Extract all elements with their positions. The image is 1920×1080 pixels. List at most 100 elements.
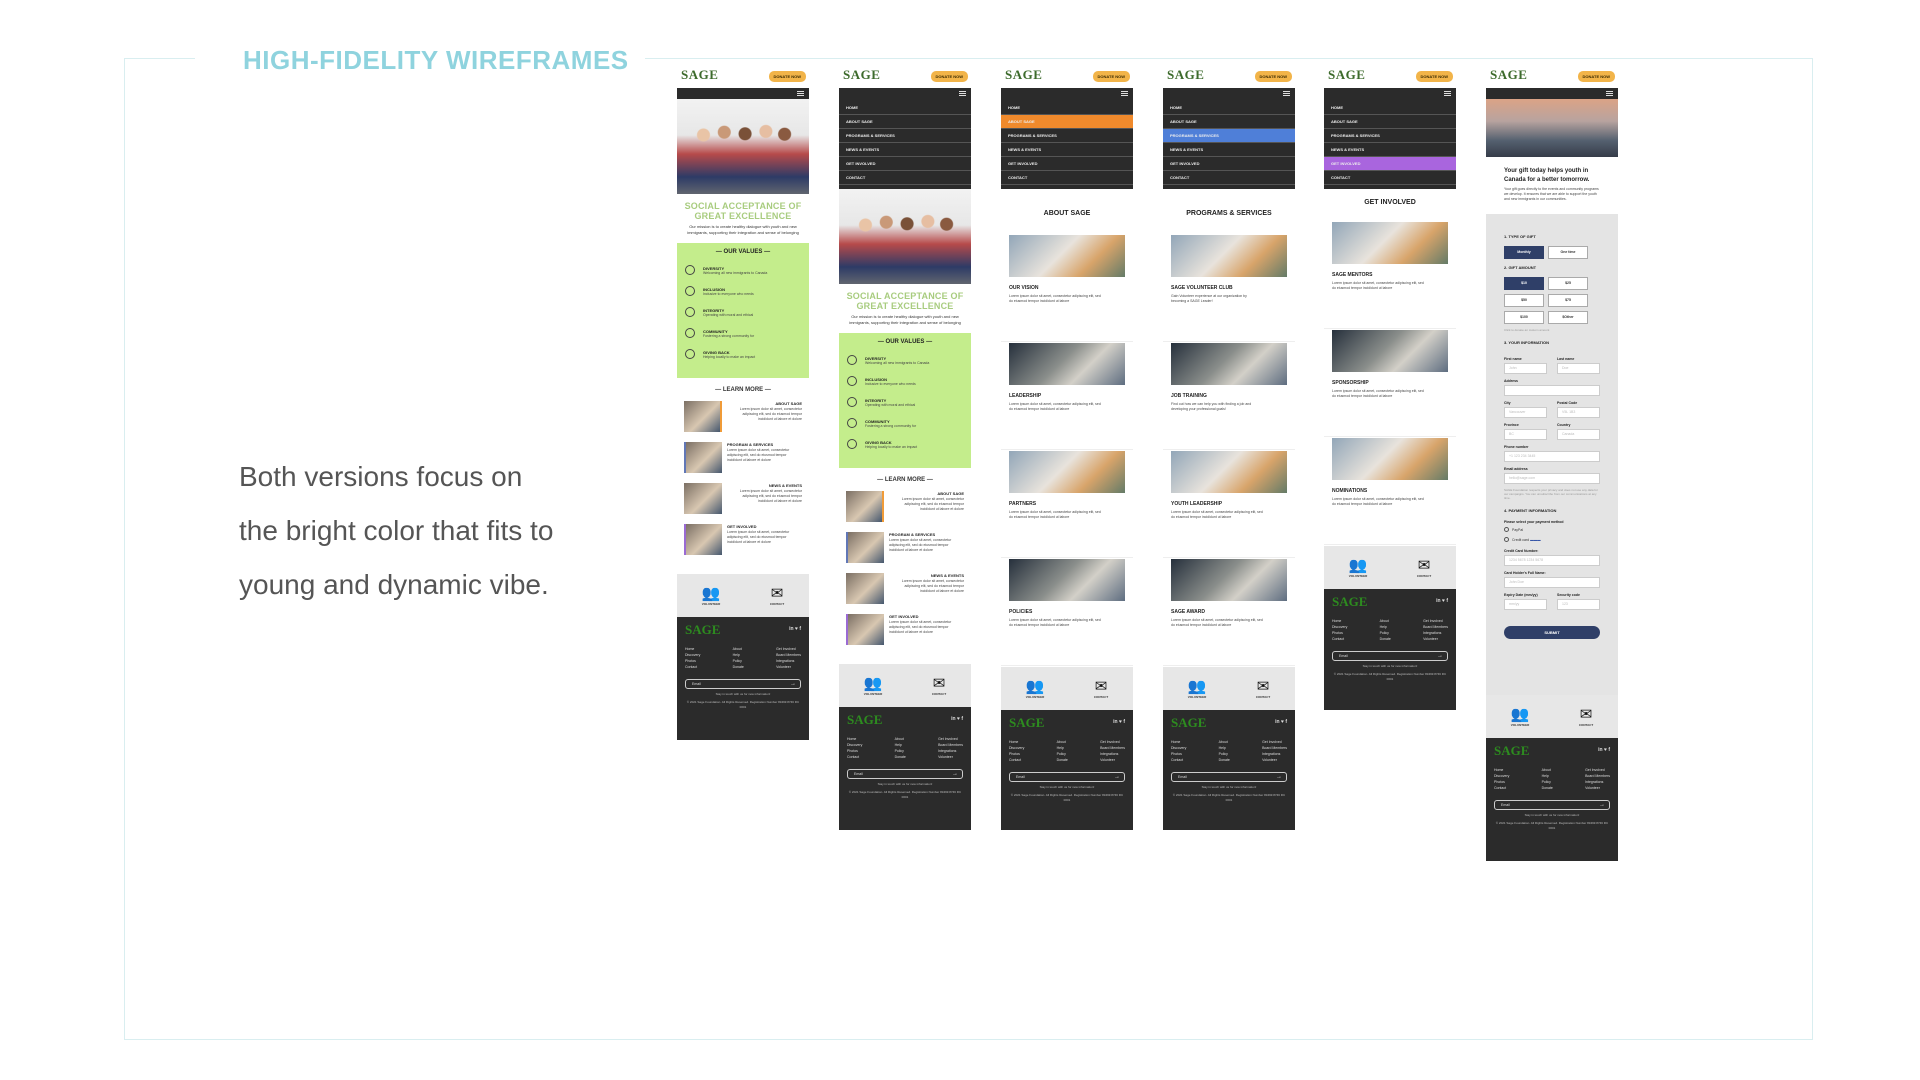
social-icons[interactable]: in ♥ f bbox=[1598, 747, 1610, 753]
city-field[interactable]: Vancouver bbox=[1504, 407, 1547, 418]
learn-item[interactable]: NEWS & EVENTS Lorem ipsum dolor sit amet,… bbox=[684, 483, 802, 524]
menu-item[interactable]: NEWS & EVENTS bbox=[839, 143, 971, 157]
menu-item[interactable]: PROGRAMS & SERVICES bbox=[839, 129, 971, 143]
menu-item[interactable]: CONTACT bbox=[1001, 171, 1133, 185]
donate-button[interactable]: DONATE NOW bbox=[930, 71, 968, 82]
footer-email-input[interactable]: Email bbox=[1009, 772, 1125, 782]
footer-email-input[interactable]: Email bbox=[847, 769, 963, 779]
email-field[interactable]: hello@sage.com bbox=[1504, 473, 1600, 484]
contact-link[interactable]: ✉ CONTACT bbox=[770, 585, 784, 607]
holder-field[interactable]: John Doe bbox=[1504, 577, 1600, 588]
card-number-field[interactable]: 1234 5678 1234 5678 bbox=[1504, 555, 1600, 566]
hamburger-icon[interactable] bbox=[797, 91, 804, 96]
hamburger-icon[interactable] bbox=[1606, 91, 1613, 96]
phone-field[interactable]: +1 123 234 3445 bbox=[1504, 451, 1600, 462]
footer-email-input[interactable]: Email bbox=[1494, 800, 1610, 810]
footer-logo[interactable]: SAGE bbox=[1332, 594, 1368, 609]
donate-button[interactable]: DONATE NOW bbox=[1415, 71, 1453, 82]
menu-item[interactable]: NEWS & EVENTS bbox=[1163, 143, 1295, 157]
footer-logo[interactable]: SAGE bbox=[1494, 743, 1530, 758]
contact-link[interactable]: ✉ CONTACT bbox=[932, 675, 946, 697]
contact-link[interactable]: ✉ CONTACT bbox=[1094, 678, 1108, 700]
learn-item[interactable]: GET INVOLVED Lorem ipsum dolor sit amet, … bbox=[684, 524, 802, 565]
content-card[interactable]: SAGE VOLUNTEER CLUB Gain Volunteer experi… bbox=[1163, 235, 1295, 342]
hamburger-icon[interactable] bbox=[1444, 91, 1451, 96]
province-field[interactable]: BC bbox=[1504, 429, 1547, 440]
footer-email-input[interactable]: Email bbox=[1171, 772, 1287, 782]
menu-item[interactable]: ABOUT SAGE bbox=[1163, 115, 1295, 129]
sage-logo[interactable]: SAGE bbox=[843, 67, 881, 82]
footer-col[interactable]: About Help Policy Donate bbox=[1541, 768, 1553, 790]
menu-item[interactable]: NEWS & EVENTS bbox=[1001, 143, 1133, 157]
menu-item-active[interactable]: PROGRAMS & SERVICES bbox=[1163, 129, 1295, 143]
menu-item-active[interactable]: ABOUT SAGE bbox=[1001, 115, 1133, 129]
contact-link[interactable]: ✉ CONTACT bbox=[1256, 678, 1270, 700]
volunteer-link[interactable]: 👥 VOLUNTEER bbox=[1026, 678, 1045, 700]
footer-col[interactable]: About Help Policy Donate bbox=[1218, 740, 1230, 762]
footer-email-input[interactable]: Email bbox=[1332, 651, 1448, 661]
footer-col[interactable]: About Help Policy Donate bbox=[1056, 740, 1068, 762]
country-field[interactable]: Canada bbox=[1557, 429, 1600, 440]
footer-col[interactable]: Get Involved Board Members Integrations … bbox=[938, 737, 963, 759]
footer-col[interactable]: Home Discovery Photos Contact bbox=[1171, 740, 1187, 762]
last-name-field[interactable]: Doe bbox=[1557, 363, 1600, 374]
amount-button[interactable]: $10 bbox=[1504, 277, 1544, 290]
contact-link[interactable]: ✉ CONTACT bbox=[1579, 706, 1593, 728]
volunteer-link[interactable]: 👥 VOLUNTEER bbox=[1511, 706, 1530, 728]
footer-email-input[interactable]: Email bbox=[685, 679, 801, 689]
volunteer-link[interactable]: 👥 VOLUNTEER bbox=[1349, 557, 1368, 579]
footer-col[interactable]: Home Discovery Photos Contact bbox=[1494, 768, 1510, 790]
menu-item[interactable]: PROGRAMS & SERVICES bbox=[1324, 129, 1456, 143]
footer-logo[interactable]: SAGE bbox=[1009, 715, 1045, 730]
learn-item[interactable]: PROGRAM & SERVICES Lorem ipsum dolor sit … bbox=[846, 532, 964, 573]
amount-button[interactable]: $50 bbox=[1504, 294, 1544, 307]
content-card[interactable]: SAGE AWARD Lorem ipsum dolor sit amet, co… bbox=[1163, 559, 1295, 666]
amount-button[interactable]: $Other bbox=[1548, 311, 1588, 324]
paypal-option[interactable]: PayPal bbox=[1504, 527, 1600, 534]
footer-col[interactable]: Get Involved Board Members Integrations … bbox=[776, 647, 801, 669]
amount-button[interactable]: $75 bbox=[1548, 294, 1588, 307]
menu-item[interactable]: GET INVOLVED bbox=[1163, 157, 1295, 171]
amount-button[interactable]: $100 bbox=[1504, 311, 1544, 324]
volunteer-link[interactable]: 👥 VOLUNTEER bbox=[702, 585, 721, 607]
menu-item-active[interactable]: GET INVOLVED bbox=[1324, 157, 1456, 171]
menu-item[interactable]: CONTACT bbox=[839, 171, 971, 185]
contact-link[interactable]: ✉ CONTACT bbox=[1417, 557, 1431, 579]
hamburger-icon[interactable] bbox=[959, 91, 966, 96]
sage-logo[interactable]: SAGE bbox=[1490, 67, 1528, 82]
donate-button[interactable]: DONATE NOW bbox=[1254, 71, 1292, 82]
menu-item[interactable]: PROGRAMS & SERVICES bbox=[1001, 129, 1133, 143]
footer-col[interactable]: About Help Policy Donate bbox=[894, 737, 906, 759]
hamburger-icon[interactable] bbox=[1121, 91, 1128, 96]
postal-field[interactable]: V5L 1B3 bbox=[1557, 407, 1600, 418]
menu-item[interactable]: CONTACT bbox=[1163, 171, 1295, 185]
menu-item[interactable]: HOME bbox=[839, 101, 971, 115]
donate-button[interactable]: DONATE NOW bbox=[1577, 71, 1615, 82]
footer-logo[interactable]: SAGE bbox=[1171, 715, 1207, 730]
volunteer-link[interactable]: 👥 VOLUNTEER bbox=[1188, 678, 1207, 700]
learn-item[interactable]: NEWS & EVENTS Lorem ipsum dolor sit amet,… bbox=[846, 573, 964, 614]
footer-col[interactable]: Home Discovery Photos Contact bbox=[1009, 740, 1025, 762]
menu-item[interactable]: CONTACT bbox=[1324, 171, 1456, 185]
learn-item[interactable]: GET INVOLVED Lorem ipsum dolor sit amet, … bbox=[846, 614, 964, 655]
footer-logo[interactable]: SAGE bbox=[847, 712, 883, 727]
menu-item[interactable]: ABOUT SAGE bbox=[839, 115, 971, 129]
footer-logo[interactable]: SAGE bbox=[685, 622, 721, 637]
footer-col[interactable]: Home Discovery Photos Contact bbox=[1332, 619, 1348, 641]
content-card[interactable]: OUR VISION Lorem ipsum dolor sit amet, co… bbox=[1001, 235, 1133, 342]
menu-item[interactable]: NEWS & EVENTS bbox=[1324, 143, 1456, 157]
footer-col[interactable]: Get Involved Board Members Integrations … bbox=[1423, 619, 1448, 641]
content-card[interactable]: LEADERSHIP Lorem ipsum dolor sit amet, co… bbox=[1001, 343, 1133, 450]
social-icons[interactable]: in ♥ f bbox=[1275, 719, 1287, 725]
social-icons[interactable]: in ♥ f bbox=[1113, 719, 1125, 725]
learn-item[interactable]: ABOUT SAGE Lorem ipsum dolor sit amet, co… bbox=[684, 401, 802, 442]
address-field[interactable] bbox=[1504, 385, 1600, 396]
hamburger-icon[interactable] bbox=[1283, 91, 1290, 96]
expiry-field[interactable]: mm/yy bbox=[1504, 599, 1547, 610]
content-card[interactable]: SAGE MENTORS Lorem ipsum dolor sit amet, … bbox=[1324, 222, 1456, 329]
footer-col[interactable]: Get Involved Board Members Integrations … bbox=[1585, 768, 1610, 790]
footer-col[interactable]: Home Discovery Photos Contact bbox=[685, 647, 701, 669]
menu-item[interactable]: GET INVOLVED bbox=[839, 157, 971, 171]
menu-item[interactable]: HOME bbox=[1324, 101, 1456, 115]
donate-button[interactable]: DONATE NOW bbox=[768, 71, 806, 82]
